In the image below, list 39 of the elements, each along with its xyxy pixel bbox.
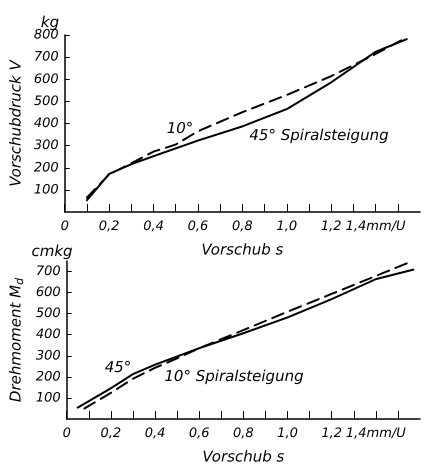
x-tick-label: 1,2 — [321, 426, 342, 441]
y-tick-label: 200 — [36, 369, 61, 384]
x-axis-title: Vorschub s — [201, 240, 284, 258]
x-tick-label: 0 — [60, 219, 69, 234]
y-tick-label: 600 — [34, 72, 59, 87]
x-tick-label: 0 — [62, 426, 71, 441]
y-tick-label: 400 — [36, 327, 61, 342]
x-tick-label: 0,6 — [188, 219, 208, 234]
x-tick-label: 1,4mm/U — [346, 219, 406, 234]
y-tick-label: 100 — [36, 390, 61, 406]
y-tick-label: 100 — [34, 182, 59, 198]
y-tick-label: 600 — [36, 285, 61, 300]
x-axis-title: Vorschub s — [202, 448, 284, 466]
y-axis-title: Vorschubdruck V — [6, 58, 24, 187]
y-tick-label: 400 — [34, 116, 59, 131]
x-tick-label: 0,8 — [233, 426, 254, 441]
y-tick-label: 300 — [34, 138, 59, 154]
x-tick-label: 1,4mm/U — [346, 426, 406, 441]
y-tick-label: 700 — [34, 50, 59, 65]
x-tick-label: 0,4 — [144, 426, 166, 441]
x-tick-label: 0,8 — [232, 219, 253, 234]
x-tick-label: 0,6 — [188, 426, 210, 441]
annotation: 45° Spiralsteigung — [249, 126, 389, 144]
x-tick-label: 1,0 — [277, 426, 298, 441]
annotation: 10° — [166, 119, 194, 137]
annotation: 45° — [104, 358, 132, 376]
y-tick-label: 700 — [36, 264, 61, 280]
y-tick-label: 500 — [36, 306, 61, 322]
x-tick-label: 0,2 — [98, 219, 120, 234]
text: cmkg — [31, 242, 73, 260]
x-tick-label: 1,0 — [276, 219, 298, 234]
y-tick-label: 300 — [36, 348, 61, 364]
x-tick-label: 0,2 — [100, 426, 122, 441]
annotation: 10° Spiralsteigung — [164, 367, 304, 385]
x-tick-label: 0,4 — [143, 219, 164, 234]
y-tick-label: 200 — [34, 160, 59, 176]
y-tick-label: 500 — [34, 94, 59, 109]
x-tick-label: 1,2 — [320, 219, 342, 234]
y-axis-title: Drehmoment Md — [6, 276, 26, 402]
